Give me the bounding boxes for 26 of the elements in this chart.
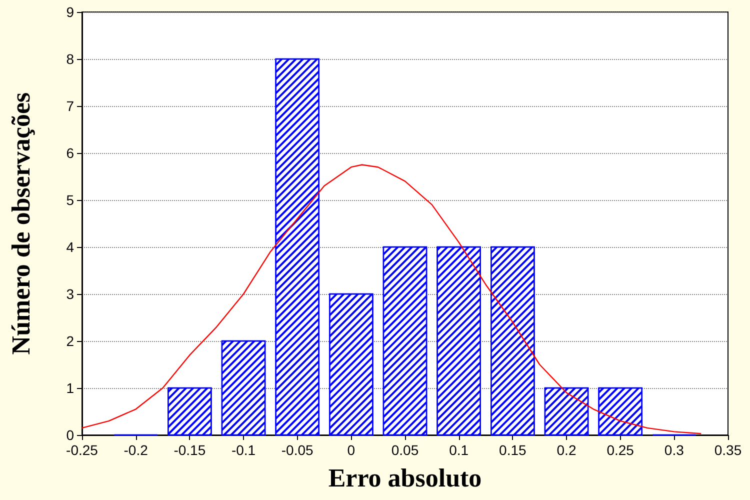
- x-tick-label: 0.15: [499, 442, 527, 458]
- y-tick-label: 8: [66, 51, 74, 67]
- y-tick-label: 9: [66, 4, 74, 20]
- y-tick-label: 4: [66, 239, 74, 255]
- x-tick-label: 0.3: [664, 442, 684, 458]
- y-tick-label: 7: [66, 98, 74, 114]
- x-tick-label: 0.05: [391, 442, 419, 458]
- x-tick-label: 0.25: [606, 442, 634, 458]
- y-tick-label: 0: [66, 427, 74, 443]
- y-axis-title: Número de observações: [6, 92, 36, 355]
- y-tick-label: 6: [66, 145, 74, 161]
- x-tick-label: -0.15: [174, 442, 206, 458]
- x-tick-label: -0.05: [281, 442, 314, 458]
- y-tick-label: 2: [66, 333, 74, 349]
- x-tick-label: 0.1: [449, 442, 469, 458]
- line-series: [81, 164, 702, 434]
- y-tick-label: 5: [66, 192, 74, 208]
- x-tick-label: 0.35: [714, 442, 742, 458]
- x-tick-label: 0: [347, 442, 356, 458]
- x-tick-label: 0.2: [556, 442, 576, 458]
- x-tick-label: -0.2: [124, 442, 148, 458]
- y-tick-label: 1: [66, 380, 74, 396]
- y-tick-label: 3: [66, 286, 74, 302]
- x-axis-title: Erro absoluto: [328, 464, 482, 492]
- x-tick-label: -0.25: [66, 442, 98, 458]
- x-tick-label: -0.1: [231, 442, 256, 458]
